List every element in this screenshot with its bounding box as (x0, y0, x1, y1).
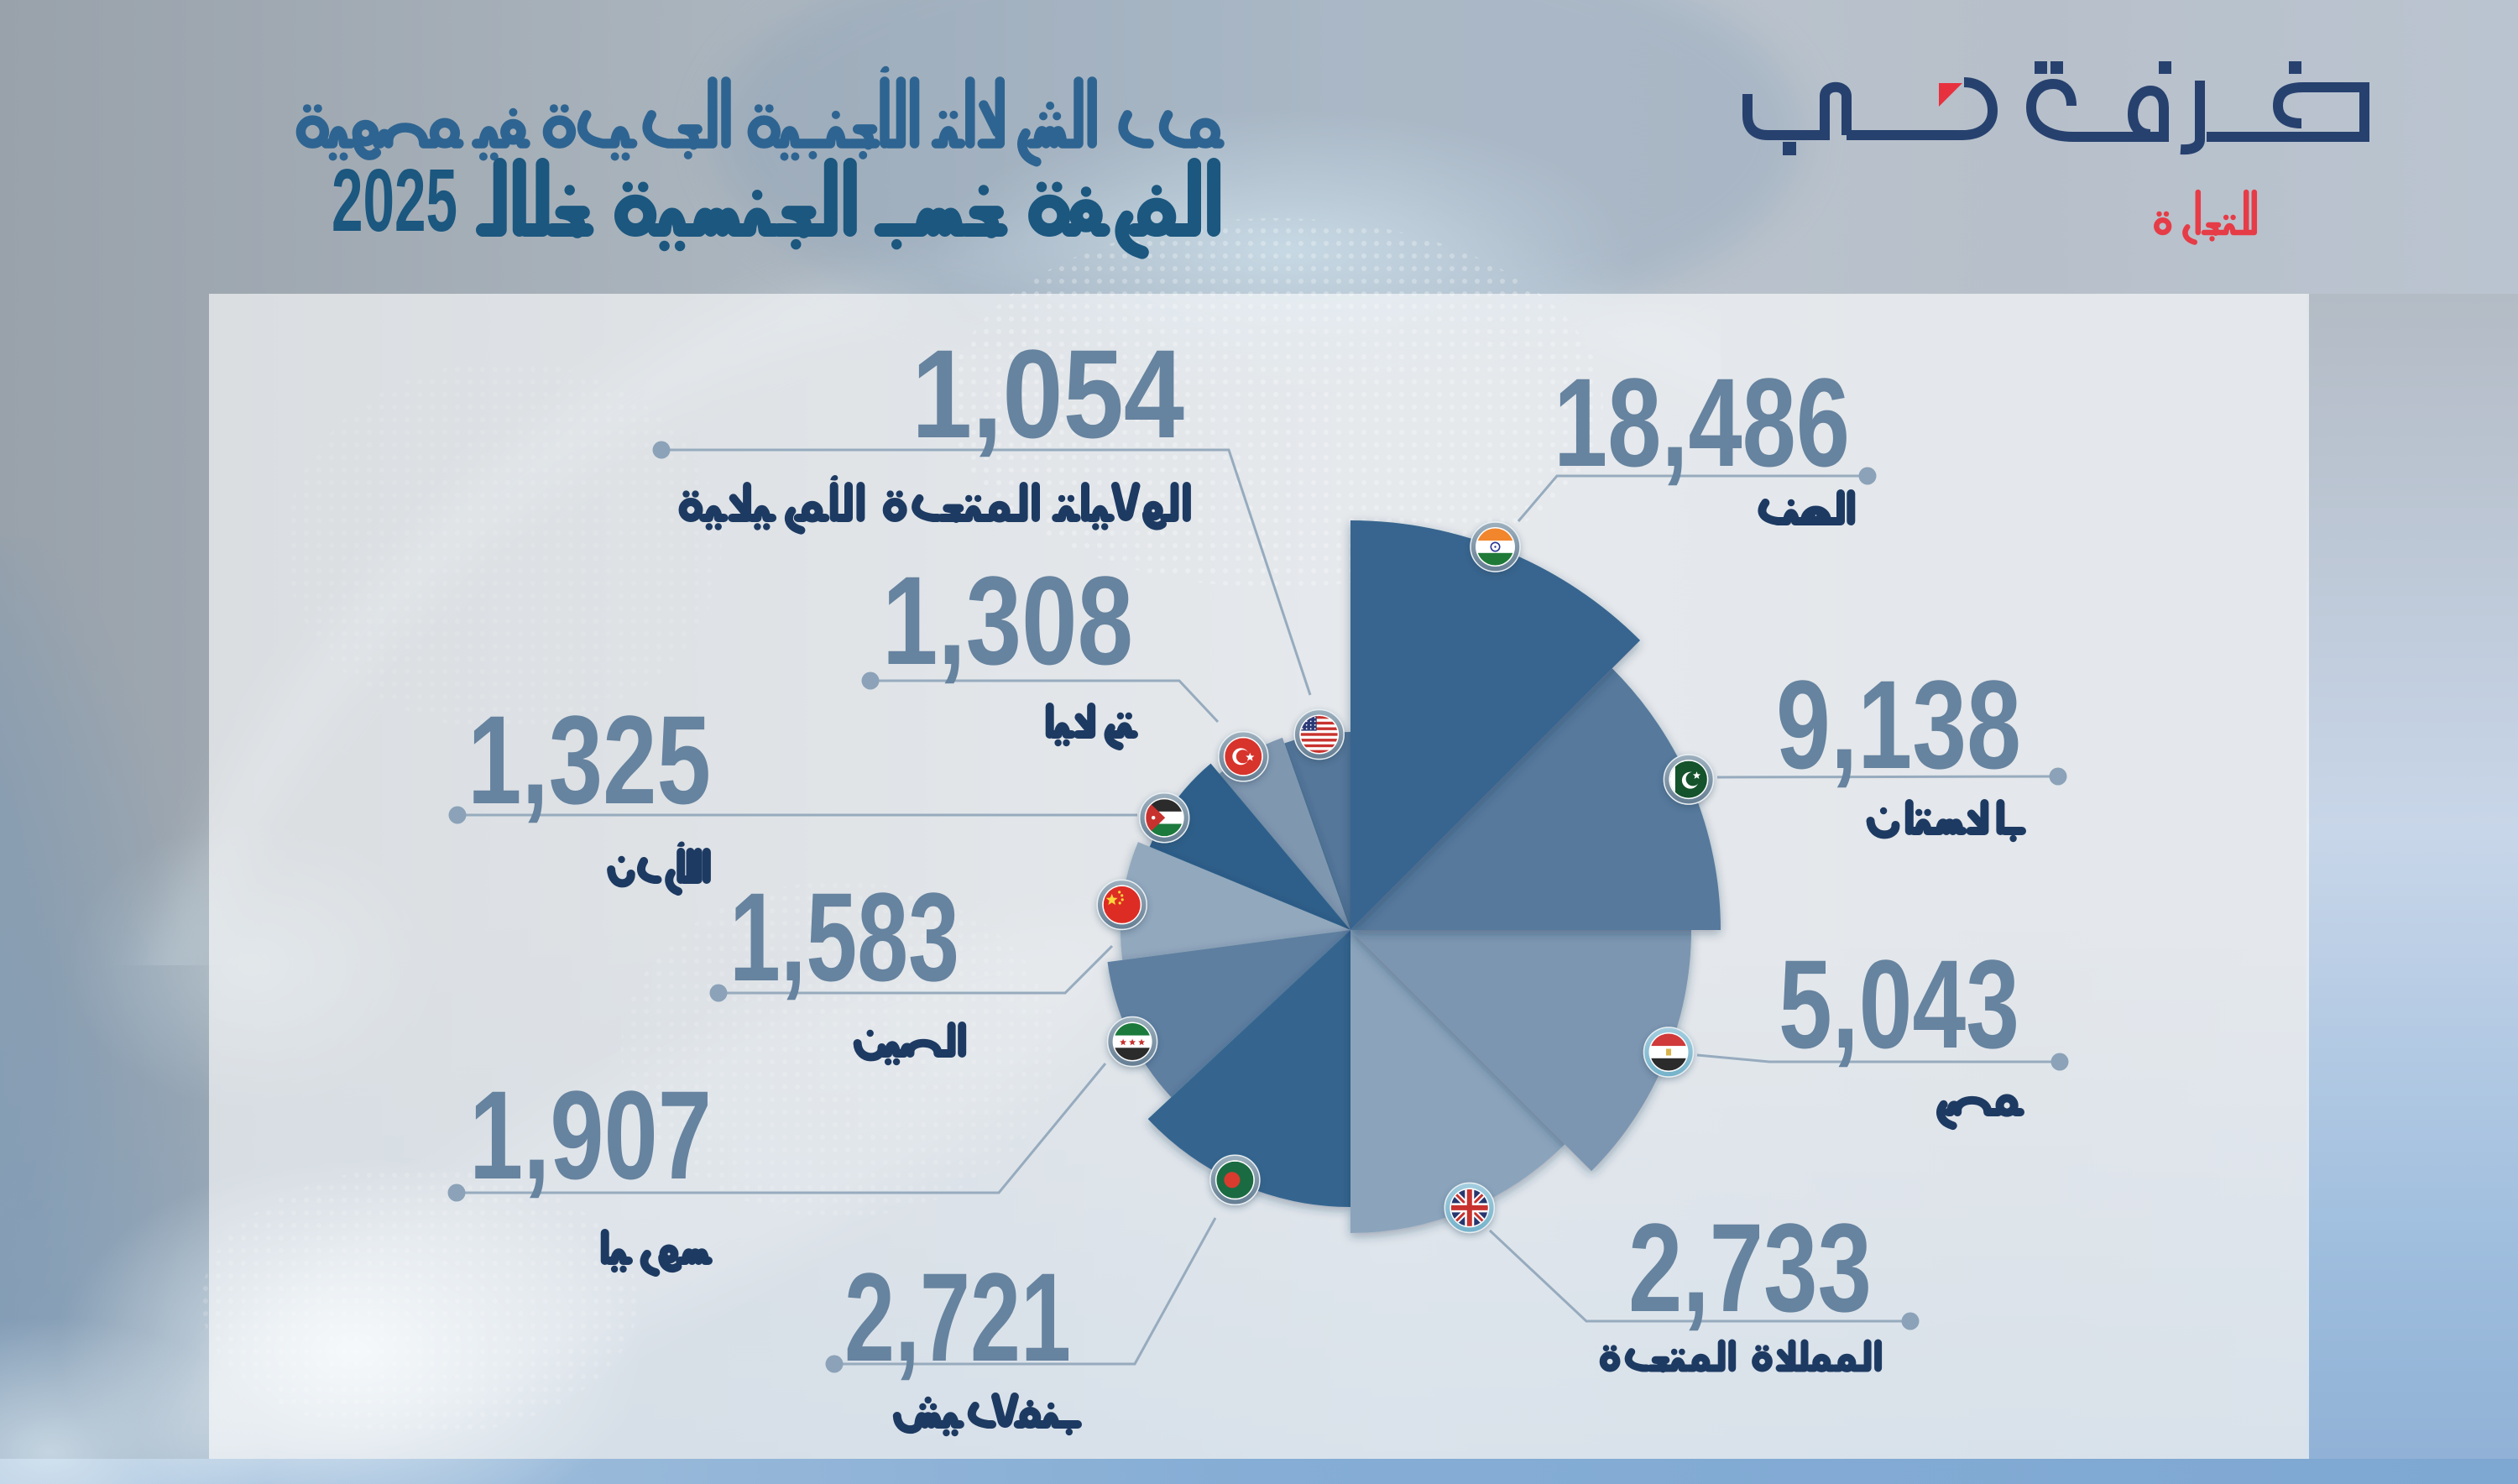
svg-text:2,733: 2,733 (1628, 1197, 1872, 1338)
svg-text:1,907: 1,907 (469, 1064, 712, 1205)
svg-text:1,054: 1,054 (912, 323, 1184, 464)
svg-text:9,138: 9,138 (1776, 654, 2021, 795)
svg-text:5,043: 5,043 (1779, 933, 2019, 1074)
svg-text:2,721: 2,721 (844, 1246, 1071, 1387)
svg-text:1,308: 1,308 (882, 550, 1133, 691)
svg-text:1,583: 1,583 (729, 866, 959, 1007)
svg-text:18,486: 18,486 (1554, 352, 1850, 493)
svg-text:2025: 2025 (332, 151, 457, 250)
svg-text:1,325: 1,325 (468, 689, 711, 830)
